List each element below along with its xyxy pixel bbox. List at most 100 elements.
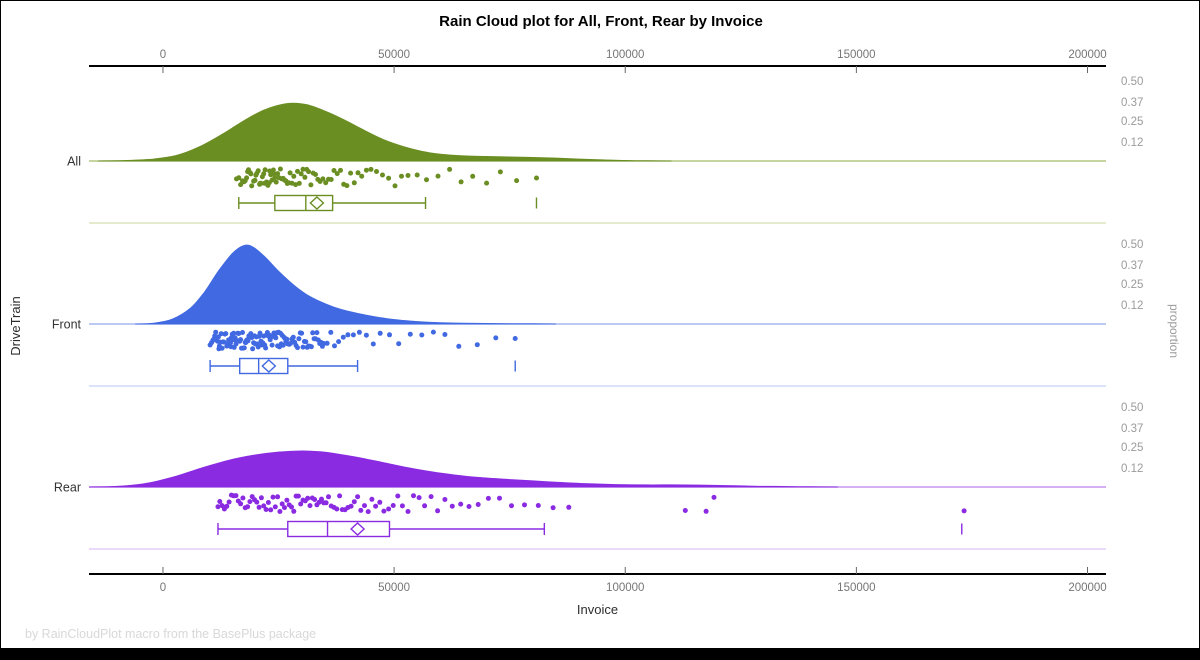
data-point <box>435 173 441 179</box>
data-point <box>424 177 429 183</box>
data-point <box>261 171 267 177</box>
data-point <box>245 504 251 510</box>
data-point <box>416 495 422 501</box>
data-point <box>422 503 428 509</box>
data-point <box>258 180 264 186</box>
data-point <box>466 504 472 509</box>
data-point <box>295 493 301 499</box>
data-point <box>291 173 297 179</box>
data-point <box>257 330 263 336</box>
data-point <box>497 169 503 175</box>
data-point <box>250 346 256 352</box>
data-point <box>428 494 434 500</box>
data-point <box>300 166 306 172</box>
data-point <box>238 337 244 343</box>
data-point <box>320 176 326 182</box>
data-point <box>284 497 290 503</box>
data-point <box>310 330 316 336</box>
data-point <box>238 501 244 507</box>
data-point <box>355 170 361 176</box>
proportion-tick-label: 0.50 <box>1121 402 1143 414</box>
data-point <box>419 332 425 338</box>
data-point <box>414 172 420 178</box>
data-point <box>307 503 313 509</box>
data-point <box>458 501 464 507</box>
data-point <box>390 503 396 508</box>
density-curve-all <box>98 102 672 162</box>
data-point <box>399 503 405 509</box>
data-point <box>399 173 404 179</box>
data-point <box>475 502 481 507</box>
data-point <box>277 509 283 514</box>
data-point <box>377 330 383 336</box>
data-point <box>458 179 464 185</box>
data-point <box>340 334 346 340</box>
data-point <box>269 342 275 348</box>
data-point <box>344 183 350 189</box>
data-point <box>411 493 416 499</box>
data-point <box>338 167 343 173</box>
data-point <box>358 507 364 513</box>
data-point <box>332 343 337 349</box>
data-point <box>298 501 304 507</box>
data-point <box>331 168 337 173</box>
data-point <box>326 494 331 500</box>
data-point <box>484 180 490 186</box>
data-point <box>314 330 320 336</box>
data-point <box>249 183 255 189</box>
proportion-tick-label: 0.12 <box>1121 137 1143 149</box>
category-label-all: All <box>67 155 81 169</box>
data-point <box>261 503 267 509</box>
data-point <box>288 340 294 346</box>
y-axis-title-proportion: proportion <box>1167 303 1181 359</box>
data-point <box>296 180 302 186</box>
data-point <box>334 506 340 512</box>
data-point <box>345 332 351 338</box>
data-point <box>550 505 556 511</box>
data-point <box>449 503 455 509</box>
data-point <box>351 499 357 505</box>
proportion-tick-label: 0.37 <box>1121 260 1143 272</box>
data-point <box>319 496 324 502</box>
data-point <box>300 344 306 350</box>
proportion-tick-label: 0.50 <box>1121 76 1143 88</box>
data-point <box>263 507 269 512</box>
data-point <box>302 174 308 180</box>
data-point <box>405 509 411 514</box>
data-point <box>298 171 304 177</box>
data-point <box>442 497 448 502</box>
data-point <box>275 171 281 177</box>
data-point <box>485 495 491 501</box>
data-point <box>256 504 262 510</box>
mean-diamond <box>309 196 325 210</box>
data-point <box>355 494 361 500</box>
data-point <box>435 508 441 514</box>
data-point <box>226 499 232 505</box>
mean-diamond <box>261 359 277 373</box>
proportion-tick-label: 0.25 <box>1121 442 1143 454</box>
data-point <box>312 497 318 502</box>
data-point <box>380 172 385 178</box>
data-point <box>323 180 329 186</box>
data-point <box>682 508 688 513</box>
data-point <box>263 345 269 351</box>
data-point <box>351 180 357 186</box>
data-point <box>273 335 279 341</box>
data-point <box>474 342 480 348</box>
data-point <box>308 344 314 350</box>
data-point <box>328 329 334 335</box>
data-point <box>262 167 268 173</box>
data-point <box>365 509 371 515</box>
data-point <box>223 331 229 337</box>
data-point <box>368 166 374 172</box>
data-point <box>373 503 379 509</box>
data-point <box>348 170 354 176</box>
proportion-tick-label: 0.12 <box>1121 463 1143 475</box>
data-point <box>303 339 309 345</box>
data-point <box>268 507 274 513</box>
proportion-tick-label: 0.12 <box>1121 300 1143 312</box>
data-point <box>240 495 246 501</box>
bottom-axis-tick-label: 150000 <box>837 582 875 594</box>
